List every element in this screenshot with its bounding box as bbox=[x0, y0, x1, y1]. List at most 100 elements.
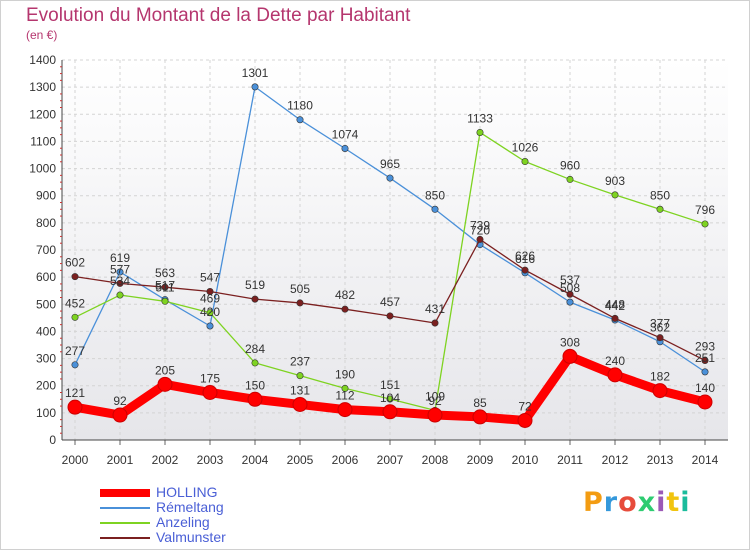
data-label: 308 bbox=[560, 335, 580, 349]
data-point-valmunster bbox=[116, 279, 124, 287]
data-point-valmunster bbox=[206, 288, 214, 296]
data-point-valmunster bbox=[251, 295, 259, 303]
legend-label-remeltang: Rémeltang bbox=[156, 499, 224, 515]
data-label: 519 bbox=[245, 278, 265, 292]
data-label: 377 bbox=[650, 317, 670, 331]
x-tick-label: 2002 bbox=[152, 453, 179, 467]
data-label: 104 bbox=[380, 391, 400, 405]
proxiti-logo: Proxiti bbox=[583, 487, 691, 518]
y-tick-label: 300 bbox=[36, 352, 56, 366]
data-label: 720 bbox=[470, 224, 490, 238]
data-label: 1133 bbox=[467, 111, 493, 125]
data-point-valmunster bbox=[476, 235, 484, 243]
data-label: 616 bbox=[515, 252, 535, 266]
data-point-anzeling bbox=[566, 175, 574, 183]
data-point-rmeltang bbox=[566, 298, 574, 306]
data-point-holling bbox=[562, 348, 578, 364]
data-point-anzeling bbox=[611, 191, 619, 199]
data-label: 362 bbox=[650, 321, 670, 335]
data-point-valmunster bbox=[296, 299, 304, 307]
data-label: 109 bbox=[425, 389, 445, 403]
data-label: 284 bbox=[245, 342, 265, 356]
x-tick-label: 2003 bbox=[197, 453, 224, 467]
x-tick-label: 2006 bbox=[332, 453, 359, 467]
logo-letter: P bbox=[583, 487, 604, 518]
data-label: 796 bbox=[695, 203, 715, 217]
data-label: 1301 bbox=[242, 66, 269, 80]
legend-swatch-valmunster bbox=[100, 537, 150, 539]
data-label: 482 bbox=[335, 288, 355, 302]
data-label: 420 bbox=[200, 305, 220, 319]
data-label: 602 bbox=[65, 256, 85, 270]
legend-label-valmunster: Valmunster bbox=[156, 529, 226, 545]
legend-swatch-anzeling bbox=[100, 522, 150, 524]
data-label: 131 bbox=[290, 383, 310, 397]
data-label: 1026 bbox=[512, 141, 539, 155]
data-label: 85 bbox=[473, 396, 487, 410]
logo-letter: i bbox=[656, 487, 667, 518]
data-label: 508 bbox=[560, 281, 580, 295]
x-tick-label: 2007 bbox=[377, 453, 404, 467]
data-label: 150 bbox=[245, 378, 265, 392]
data-label: 534 bbox=[110, 274, 130, 288]
data-point-holling bbox=[292, 396, 308, 412]
data-point-anzeling bbox=[161, 297, 169, 305]
data-point-valmunster bbox=[701, 356, 709, 364]
data-point-holling bbox=[247, 391, 263, 407]
logo-letter: r bbox=[603, 487, 619, 518]
data-point-anzeling bbox=[296, 372, 304, 380]
y-tick-label: 100 bbox=[36, 406, 56, 420]
unit-label: (en €) bbox=[26, 28, 58, 42]
x-tick-label: 2013 bbox=[647, 453, 674, 467]
data-label: 563 bbox=[155, 266, 175, 280]
y-tick-label: 1300 bbox=[29, 80, 56, 94]
x-tick-label: 2014 bbox=[692, 453, 719, 467]
legend-label-holling: HOLLING bbox=[156, 484, 218, 500]
data-label: 151 bbox=[380, 378, 400, 392]
data-label: 850 bbox=[425, 188, 445, 202]
y-tick-label: 800 bbox=[36, 216, 56, 230]
data-point-valmunster bbox=[161, 283, 169, 291]
y-tick-label: 600 bbox=[36, 270, 56, 284]
data-label: 92 bbox=[428, 394, 442, 408]
y-tick-label: 1200 bbox=[29, 107, 56, 121]
y-tick-label: 200 bbox=[36, 379, 56, 393]
data-label: 1074 bbox=[332, 127, 359, 141]
data-point-valmunster bbox=[566, 290, 574, 298]
data-point-anzeling bbox=[71, 313, 79, 321]
logo-letter: i bbox=[680, 487, 691, 518]
y-tick-label: 1000 bbox=[29, 162, 56, 176]
data-label: 1180 bbox=[287, 99, 313, 113]
data-labels: 121 92 205 175 150 131 112 104 92 85 72 308 240 182 14… bbox=[65, 66, 715, 414]
data-point-rmeltang bbox=[341, 144, 349, 152]
data-label: 112 bbox=[335, 389, 354, 403]
data-label: 626 bbox=[515, 249, 535, 263]
chart-title: Evolution du Montant de la Dette par Hab… bbox=[26, 5, 411, 26]
data-point-anzeling bbox=[206, 309, 214, 317]
x-tick-label: 2001 bbox=[107, 453, 134, 467]
x-tick-label: 2004 bbox=[242, 453, 269, 467]
data-point-anzeling bbox=[341, 384, 349, 392]
data-point-rmeltang bbox=[386, 174, 394, 182]
y-tick-label: 900 bbox=[36, 189, 56, 203]
data-point-valmunster bbox=[521, 266, 529, 274]
x-tick-label: 2010 bbox=[512, 453, 539, 467]
data-label: 92 bbox=[113, 394, 127, 408]
data-label: 469 bbox=[200, 292, 220, 306]
series-layer bbox=[67, 83, 713, 428]
data-point-anzeling bbox=[116, 291, 124, 299]
data-point-holling bbox=[67, 399, 83, 415]
data-point-holling bbox=[697, 394, 713, 410]
y-tick-label: 700 bbox=[36, 243, 56, 257]
data-label: 850 bbox=[650, 188, 670, 202]
data-label: 448 bbox=[605, 297, 625, 311]
x-tick-label: 2009 bbox=[467, 453, 494, 467]
data-point-rmeltang bbox=[431, 205, 439, 213]
x-tick-label: 2011 bbox=[557, 453, 583, 467]
data-point-rmeltang bbox=[251, 83, 259, 91]
x-tick-label: 2005 bbox=[287, 453, 314, 467]
y-tick-label: 1400 bbox=[29, 53, 56, 67]
y-tick-label: 400 bbox=[36, 324, 56, 338]
data-point-valmunster bbox=[341, 305, 349, 313]
data-label: 903 bbox=[605, 174, 625, 188]
